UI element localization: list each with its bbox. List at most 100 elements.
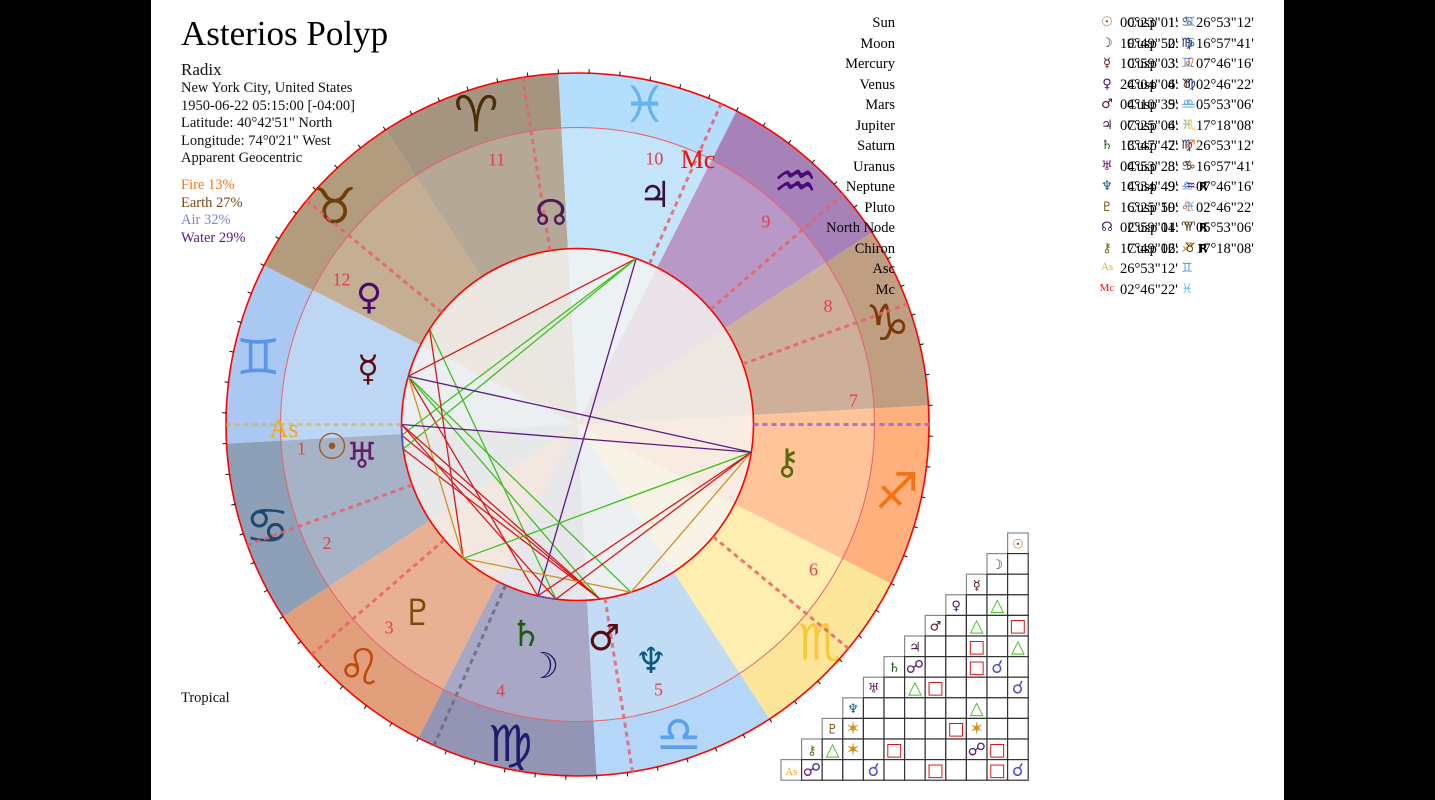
pluto-glyph-icon[interactable]: ♇: [402, 593, 434, 634]
cusp-sign-icon: ♊: [1184, 15, 1196, 30]
planet-degree: 02°46"22': [1120, 281, 1178, 298]
degree-tick: [656, 766, 659, 771]
cusp-label: Cusp 10:: [1127, 199, 1179, 216]
degree-tick: [679, 84, 682, 89]
house-number-11: 11: [488, 150, 505, 170]
sign-sector-gemini: [226, 265, 313, 444]
aspect-grid-cell: [1006, 717, 1029, 740]
sign-icon: ♎: [1181, 179, 1193, 194]
house-band-segment: [443, 581, 594, 722]
degree-tick: [250, 562, 255, 565]
saturn-glyph-icon[interactable]: ♄: [510, 614, 542, 655]
house-number-3: 3: [385, 618, 394, 638]
opposition-aspect-icon: ☍: [906, 657, 924, 678]
cusp-degree: 05°53"06': [1196, 97, 1254, 113]
inner-wedge: [577, 414, 754, 505]
cusp-sign-icon: ♉: [1184, 240, 1196, 256]
planet-degree: 10°59"03': [1120, 56, 1178, 72]
aspect-grid-cell: [986, 635, 1009, 658]
planet-degree: 04°10"39': [1120, 97, 1178, 113]
mercury-glyph-icon[interactable]: ☿: [357, 349, 379, 390]
planet-name: Asc: [872, 261, 895, 277]
cusp-label: Cusp 8:: [1127, 158, 1179, 175]
moon-glyph-icon[interactable]: ☽: [527, 646, 559, 687]
house-number-2: 2: [323, 533, 332, 553]
retrograde-marker: R: [1199, 241, 1208, 255]
aspect-grid-cell: [986, 573, 1009, 596]
north-node-glyph-icon[interactable]: ☊: [535, 193, 567, 234]
cusp-sign-icon: ♒: [1184, 179, 1196, 194]
uranus-grid-icon: ♅: [868, 682, 880, 697]
pluto-grid-icon: ♇: [827, 723, 839, 738]
square-aspect-icon: □: [927, 678, 944, 699]
cusp-sign-icon: ♈: [1184, 220, 1196, 235]
element-earth: Earth 27%: [181, 194, 243, 211]
planet-degree: 00°23"01': [1120, 15, 1178, 31]
house-cusp-line-8: [742, 302, 909, 366]
mars-glyph-icon[interactable]: ♂: [588, 618, 620, 659]
sign-icon: ♊: [1181, 261, 1193, 276]
uranus-glyph-icon[interactable]: ♅: [346, 436, 378, 477]
neptune-glyph-icon[interactable]: ♆: [635, 641, 667, 682]
cusp-sign-icon: ♐: [1184, 138, 1196, 153]
longitude: Longitude: 74°0'21" West: [181, 132, 331, 149]
aspect-grid-cell: [1006, 594, 1029, 616]
aspect-line-pluto-neptune: [463, 557, 632, 593]
house-band-segment: [561, 127, 712, 268]
aspect-line-mars-mercury: [407, 375, 601, 600]
sun-glyph-icon[interactable]: ☉: [316, 427, 348, 468]
degree-tick: [900, 284, 905, 287]
cusp-sign-icon: ♎: [1184, 97, 1196, 112]
inner-wedge: [577, 424, 735, 572]
degree-tick: [921, 496, 926, 499]
cusp-sign-icon: ♏: [1184, 117, 1196, 133]
planet-name: Jupiter: [855, 117, 895, 134]
sign-sector-pisces: [558, 73, 737, 160]
conjunction-aspect-icon: ☌: [1012, 760, 1024, 781]
house-band-segment: [734, 408, 875, 559]
aspect-grid-cell: [903, 738, 926, 761]
aspect-line-jupiter-mercury: [407, 257, 637, 377]
latitude: Latitude: 40°42'51" North: [181, 115, 333, 131]
cusp-label: Cusp 9:: [1127, 179, 1179, 195]
trine-aspect-icon: △: [970, 698, 984, 719]
sign-glyph-virgo-icon: ♍: [488, 715, 533, 773]
aspect-grid: ☉☽☿♀♂♃♄♅♆♇⚷As△△ □□ △☍ □ ☌△ □ ☌△✶ □ ✶△ ✶ □ ☍ □☍ ☌ □ □ ☌: [780, 532, 1029, 781]
house-number-5: 5: [654, 679, 663, 699]
degree-tick: [444, 750, 447, 755]
house-cusp-line-10: [648, 103, 723, 265]
sign-sector-sagittarius: [842, 405, 929, 584]
aspect-line-chiron-saturn: [537, 451, 752, 597]
planet-name: Uranus: [853, 158, 895, 175]
venus-glyph-icon[interactable]: ♀: [356, 277, 382, 318]
sign-icon: ♊: [1181, 56, 1193, 71]
planet-degree: 24°04"06': [1120, 76, 1178, 93]
inner-wedge: [430, 424, 578, 582]
cusp-label: Cusp 12:: [1127, 240, 1179, 257]
inner-wedge: [577, 328, 754, 425]
chart-type: Radix: [181, 60, 222, 79]
aspect-lines: [400, 257, 752, 600]
aspect-grid-cell: [924, 738, 947, 761]
conjunction-aspect-icon: ☌: [868, 760, 880, 781]
square-aspect-icon: □: [886, 739, 903, 760]
asc-grid-icon: As: [785, 766, 797, 778]
sign-sector-capricorn: [826, 232, 929, 409]
degree-tick: [496, 78, 499, 83]
inner-wedge: [497, 424, 588, 601]
sign-sector-leo: [283, 586, 444, 739]
cusp-degree: 05°53"06': [1196, 220, 1254, 236]
zodiac-sign-band: ♈ ♉ ♊ ♋ ♌ ♍ ♎ ♏ ♐ ♑ ♒ ♓: [226, 73, 929, 776]
retrograde-marker: R: [1199, 180, 1208, 193]
saturn-grid-icon: ♄: [888, 661, 900, 676]
jupiter-glyph-icon[interactable]: ♃: [639, 175, 671, 216]
sign-icon: ♓: [1181, 281, 1193, 297]
sign-sector-taurus: [263, 130, 416, 291]
chiron-glyph-icon[interactable]: ⚷: [774, 442, 800, 483]
aspect-grid-cell: [1006, 573, 1029, 596]
degree-tick: [225, 473, 230, 476]
sextile-aspect-icon: ✶: [846, 739, 861, 760]
planet-name: Sun: [872, 15, 895, 31]
planet-icon: ♅: [1101, 158, 1113, 174]
